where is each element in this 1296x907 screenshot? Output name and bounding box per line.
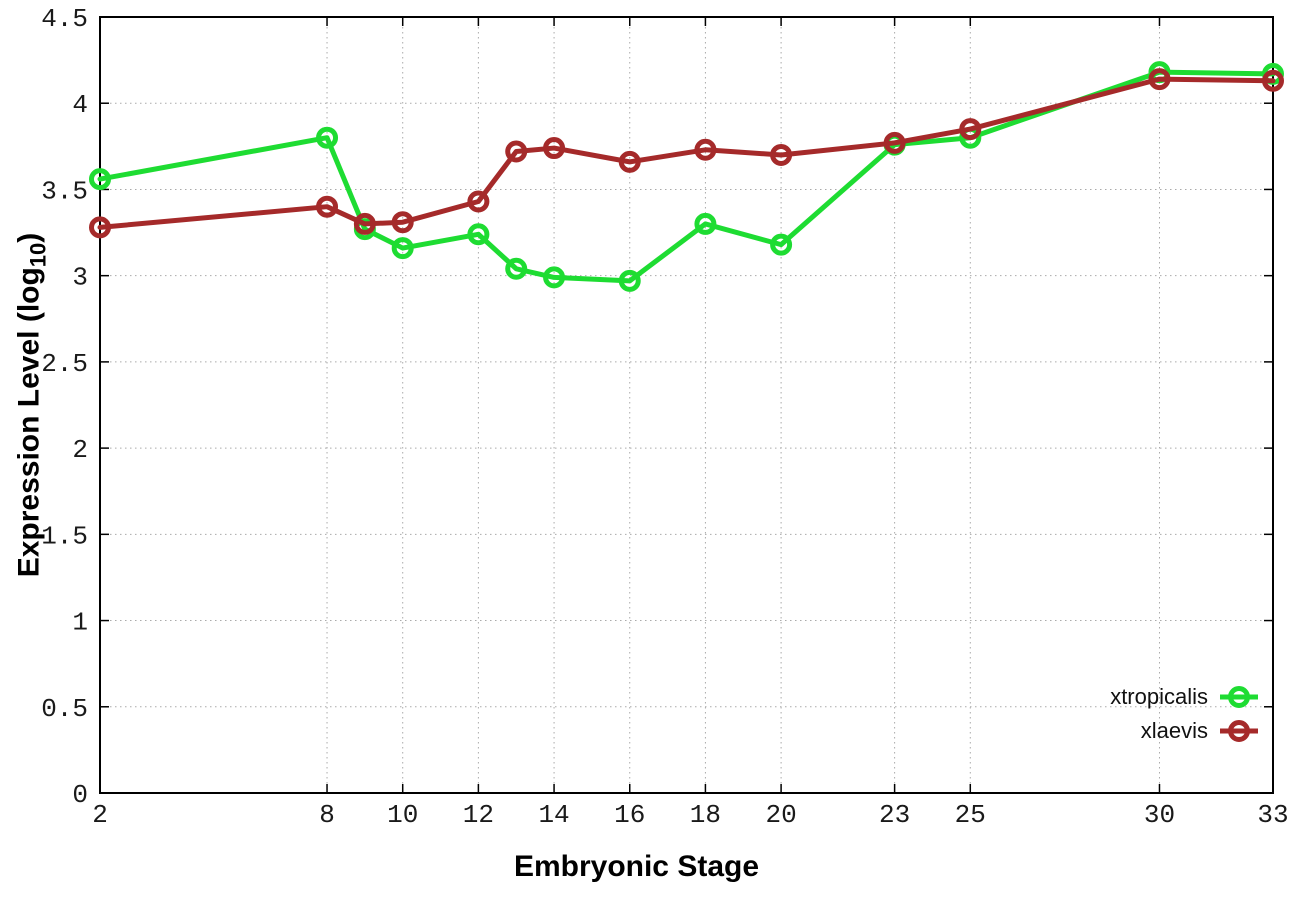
legend-entry-xtropicalis: xtropicalis — [1110, 680, 1260, 714]
series-line-xlaevis — [97, 76, 1276, 230]
marker-xlaevis-stage-2 — [89, 216, 111, 239]
marker-xlaevis-stage-14 — [543, 137, 566, 160]
y-tick-label: 0 — [72, 780, 88, 810]
x-tick-label: 14 — [538, 800, 569, 830]
marker-xtropicalis-stage-8 — [316, 126, 339, 149]
marker-xtropicalis-stage-20 — [770, 233, 793, 256]
marker-xlaevis-stage-23 — [883, 131, 906, 154]
y-axis-title-subscript: 10 — [25, 242, 51, 268]
marker-xtropicalis-stage-16 — [618, 269, 641, 292]
y-axis-title-text: Expression Level (log — [12, 267, 46, 578]
x-tick-label: 25 — [955, 800, 986, 830]
x-tick-label: 2 — [92, 800, 108, 830]
x-tick-label: 23 — [879, 800, 910, 830]
y-axis-title-close: ) — [12, 232, 46, 243]
x-tick-label: 30 — [1144, 800, 1175, 830]
marker-xlaevis-stage-20 — [770, 143, 793, 166]
marker-xtropicalis-stage-10 — [391, 237, 414, 260]
x-tick-label: 20 — [765, 800, 796, 830]
marker-xtropicalis-stage-13 — [505, 257, 528, 280]
marker-xtropicalis-stage-12 — [467, 223, 490, 246]
marker-xtropicalis-stage-18 — [694, 212, 717, 235]
marker-xtropicalis-stage-2 — [89, 168, 111, 191]
marker-xlaevis-stage-9 — [353, 212, 376, 235]
y-tick-label: 1 — [72, 608, 88, 638]
marker-xtropicalis-stage-14 — [543, 266, 566, 289]
marker-xlaevis-stage-10 — [391, 211, 414, 234]
legend: xtropicalis xlaevis — [1110, 680, 1260, 748]
legend-label-xtropicalis: xtropicalis — [1110, 684, 1208, 709]
marker-xlaevis-stage-13 — [505, 140, 528, 163]
x-axis-title: Embryonic Stage — [513, 850, 760, 883]
y-tick-label: 3.5 — [41, 176, 88, 206]
marker-xlaevis-stage-33 — [1262, 69, 1284, 92]
legend-label-xlaevis: xlaevis — [1140, 718, 1208, 743]
marker-xlaevis-stage-8 — [316, 195, 339, 218]
x-tick-label: 8 — [319, 800, 335, 830]
y-tick-label: 2 — [72, 435, 88, 465]
x-tick-label: 18 — [690, 800, 721, 830]
marker-xlaevis-stage-18 — [694, 138, 717, 161]
marker-xlaevis-stage-12 — [467, 190, 490, 213]
x-tick-label: 33 — [1257, 800, 1288, 830]
legend-marker-xlaevis-icon — [1220, 720, 1258, 742]
y-tick-label: 1.5 — [41, 521, 88, 551]
marker-xlaevis-stage-30 — [1148, 68, 1171, 91]
plot-border — [99, 16, 1274, 794]
marker-xlaevis-stage-25 — [959, 118, 982, 141]
x-tick-label: 10 — [387, 800, 418, 830]
legend-entry-xlaevis: xlaevis — [1141, 714, 1260, 748]
x-tick-label: 12 — [463, 800, 494, 830]
legend-marker-xtropicalis-icon — [1220, 686, 1258, 708]
y-tick-label: 4 — [72, 90, 88, 120]
y-tick-label: 3 — [72, 263, 88, 293]
y-axis-title: Expression Level (log10) — [13, 233, 52, 578]
y-tick-label: 4.5 — [41, 4, 88, 34]
y-tick-label: 2.5 — [41, 349, 88, 379]
marker-xlaevis-stage-16 — [618, 150, 641, 173]
y-tick-label: 0.5 — [41, 694, 88, 724]
x-tick-label: 16 — [614, 800, 645, 830]
